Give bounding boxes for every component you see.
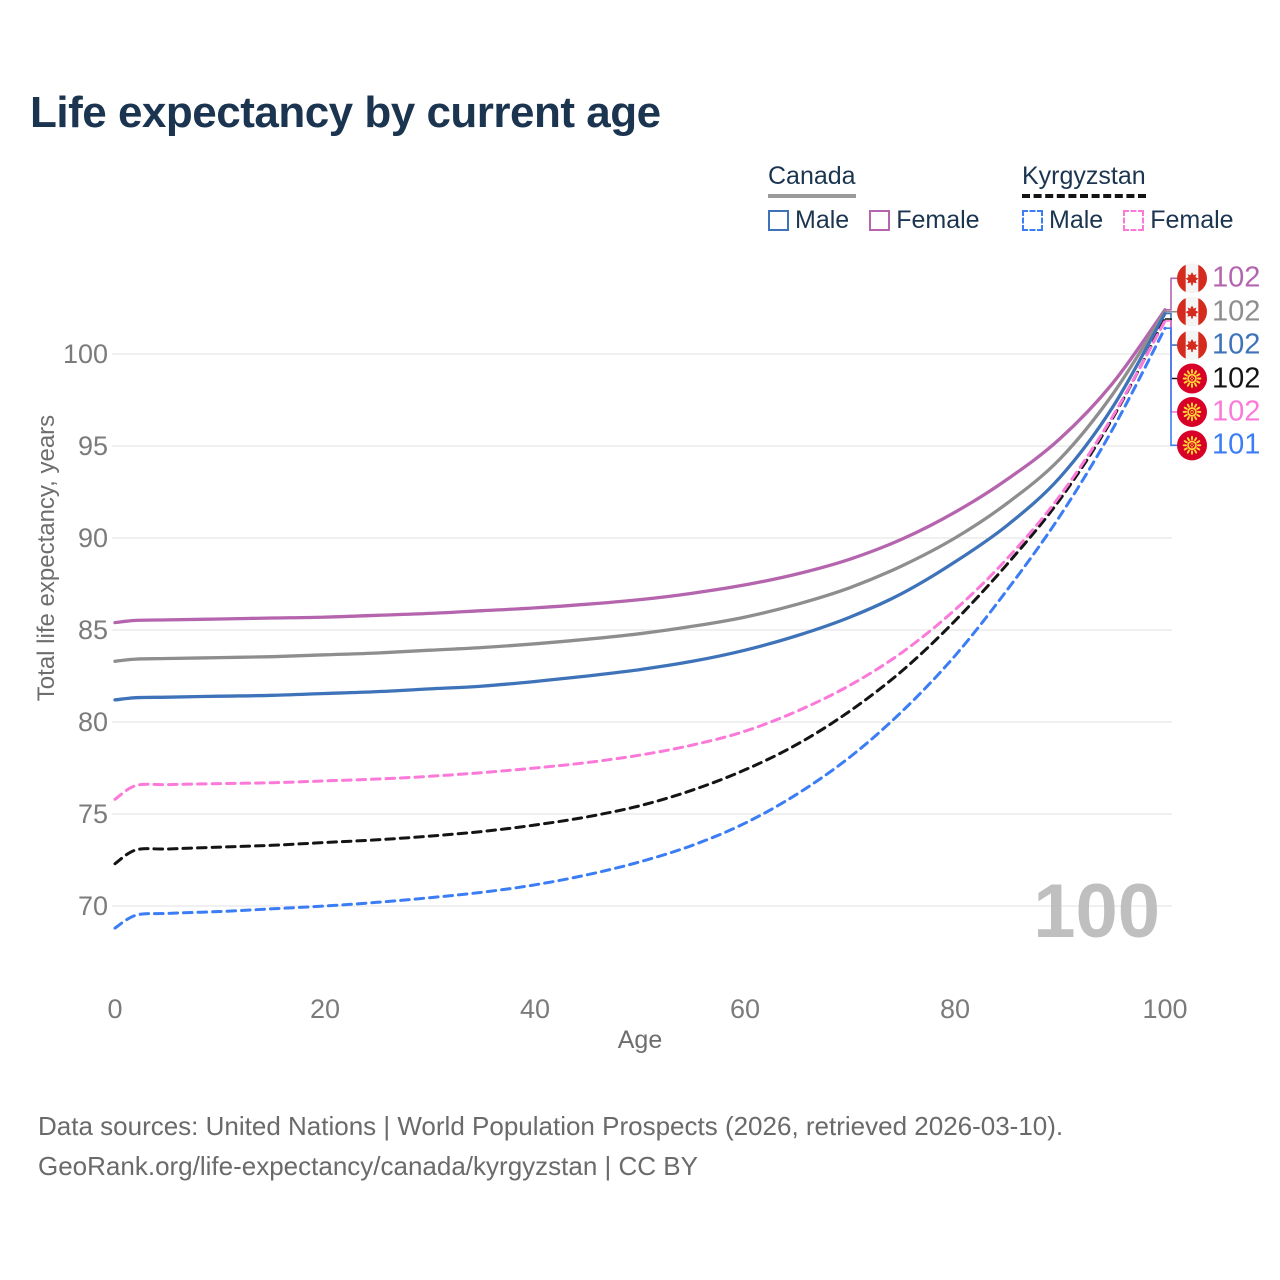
series-line-kyrgyzstan-male[interactable] — [113, 326, 1167, 930]
end-value-label-canada-male: 102 — [1212, 328, 1261, 361]
series-line-kyrgyzstan-both-sexes[interactable] — [113, 317, 1167, 866]
legend-label-canada-female[interactable]: Female — [896, 206, 980, 234]
legend-swatch-canada-male[interactable] — [768, 210, 789, 231]
legend-group-canada: Canada Male Female — [768, 162, 1000, 235]
footer-attribution: GeoRank.org/life-expectancy/canada/kyrgy… — [38, 1151, 698, 1181]
page-title: Life expectancy by current age — [30, 88, 661, 137]
x-axis-title: Age — [617, 1026, 663, 1054]
series-line-canada-both-sexes[interactable] — [113, 310, 1167, 663]
end-value-label-canada-both-sexes: 102 — [1212, 295, 1261, 328]
legend-swatch-kyrgyzstan-male[interactable] — [1022, 210, 1043, 231]
y-tick-95: 95 — [77, 431, 108, 461]
legend-label-canada-male[interactable]: Male — [795, 206, 850, 234]
end-label-leader — [1165, 277, 1177, 311]
y-tick-75: 75 — [77, 799, 108, 829]
end-value-label-kyrgyzstan-female: 102 — [1212, 395, 1261, 428]
y-tick-70: 70 — [77, 891, 108, 921]
x-tick-20: 20 — [309, 994, 341, 1024]
footer: Data sources: United Nations | World Pop… — [38, 1106, 1063, 1186]
x-tick-40: 40 — [519, 994, 551, 1024]
y-tick-100: 100 — [62, 339, 108, 369]
legend-country-kyrgyzstan[interactable]: Kyrgyzstan — [1022, 162, 1146, 198]
end-label-leader — [1165, 327, 1177, 447]
canada-flag-icon — [1177, 296, 1207, 327]
kyrgyzstan-flag-icon — [1177, 430, 1207, 461]
legend-label-kyrgyzstan-male[interactable]: Male — [1049, 206, 1104, 234]
legend-swatch-canada-female[interactable] — [869, 210, 891, 231]
legend-label-kyrgyzstan-female[interactable]: Female — [1150, 206, 1234, 234]
legend-swatch-kyrgyzstan-female[interactable] — [1123, 210, 1145, 231]
y-tick-90: 90 — [77, 523, 108, 553]
series-line-kyrgyzstan-female[interactable] — [113, 319, 1167, 801]
kyrgyzstan-flag-icon — [1177, 396, 1207, 427]
y-tick-85: 85 — [77, 615, 108, 645]
footer-data-sources: Data sources: United Nations | World Pop… — [38, 1111, 1064, 1141]
x-tick-80: 80 — [939, 994, 971, 1024]
x-tick-0: 0 — [107, 994, 123, 1024]
legend-group-kyrgyzstan: Kyrgyzstan Male Female — [1022, 162, 1254, 235]
y-tick-80: 80 — [77, 707, 108, 737]
x-tick-60: 60 — [729, 994, 761, 1024]
x-tick-100: 100 — [1142, 994, 1188, 1024]
kyrgyzstan-flag-icon — [1177, 363, 1207, 394]
series-line-canada-male[interactable] — [113, 311, 1167, 702]
age-counter-watermark: 100 — [1033, 869, 1160, 954]
end-value-label-kyrgyzstan-both-sexes: 102 — [1212, 362, 1261, 395]
end-value-label-canada-female: 102 — [1212, 261, 1261, 294]
series-line-canada-female[interactable] — [113, 308, 1167, 625]
legend-country-canada[interactable]: Canada — [768, 162, 856, 198]
canada-flag-icon — [1177, 330, 1207, 361]
canada-flag-icon — [1177, 263, 1207, 294]
end-value-label-kyrgyzstan-male: 101 — [1212, 428, 1261, 461]
